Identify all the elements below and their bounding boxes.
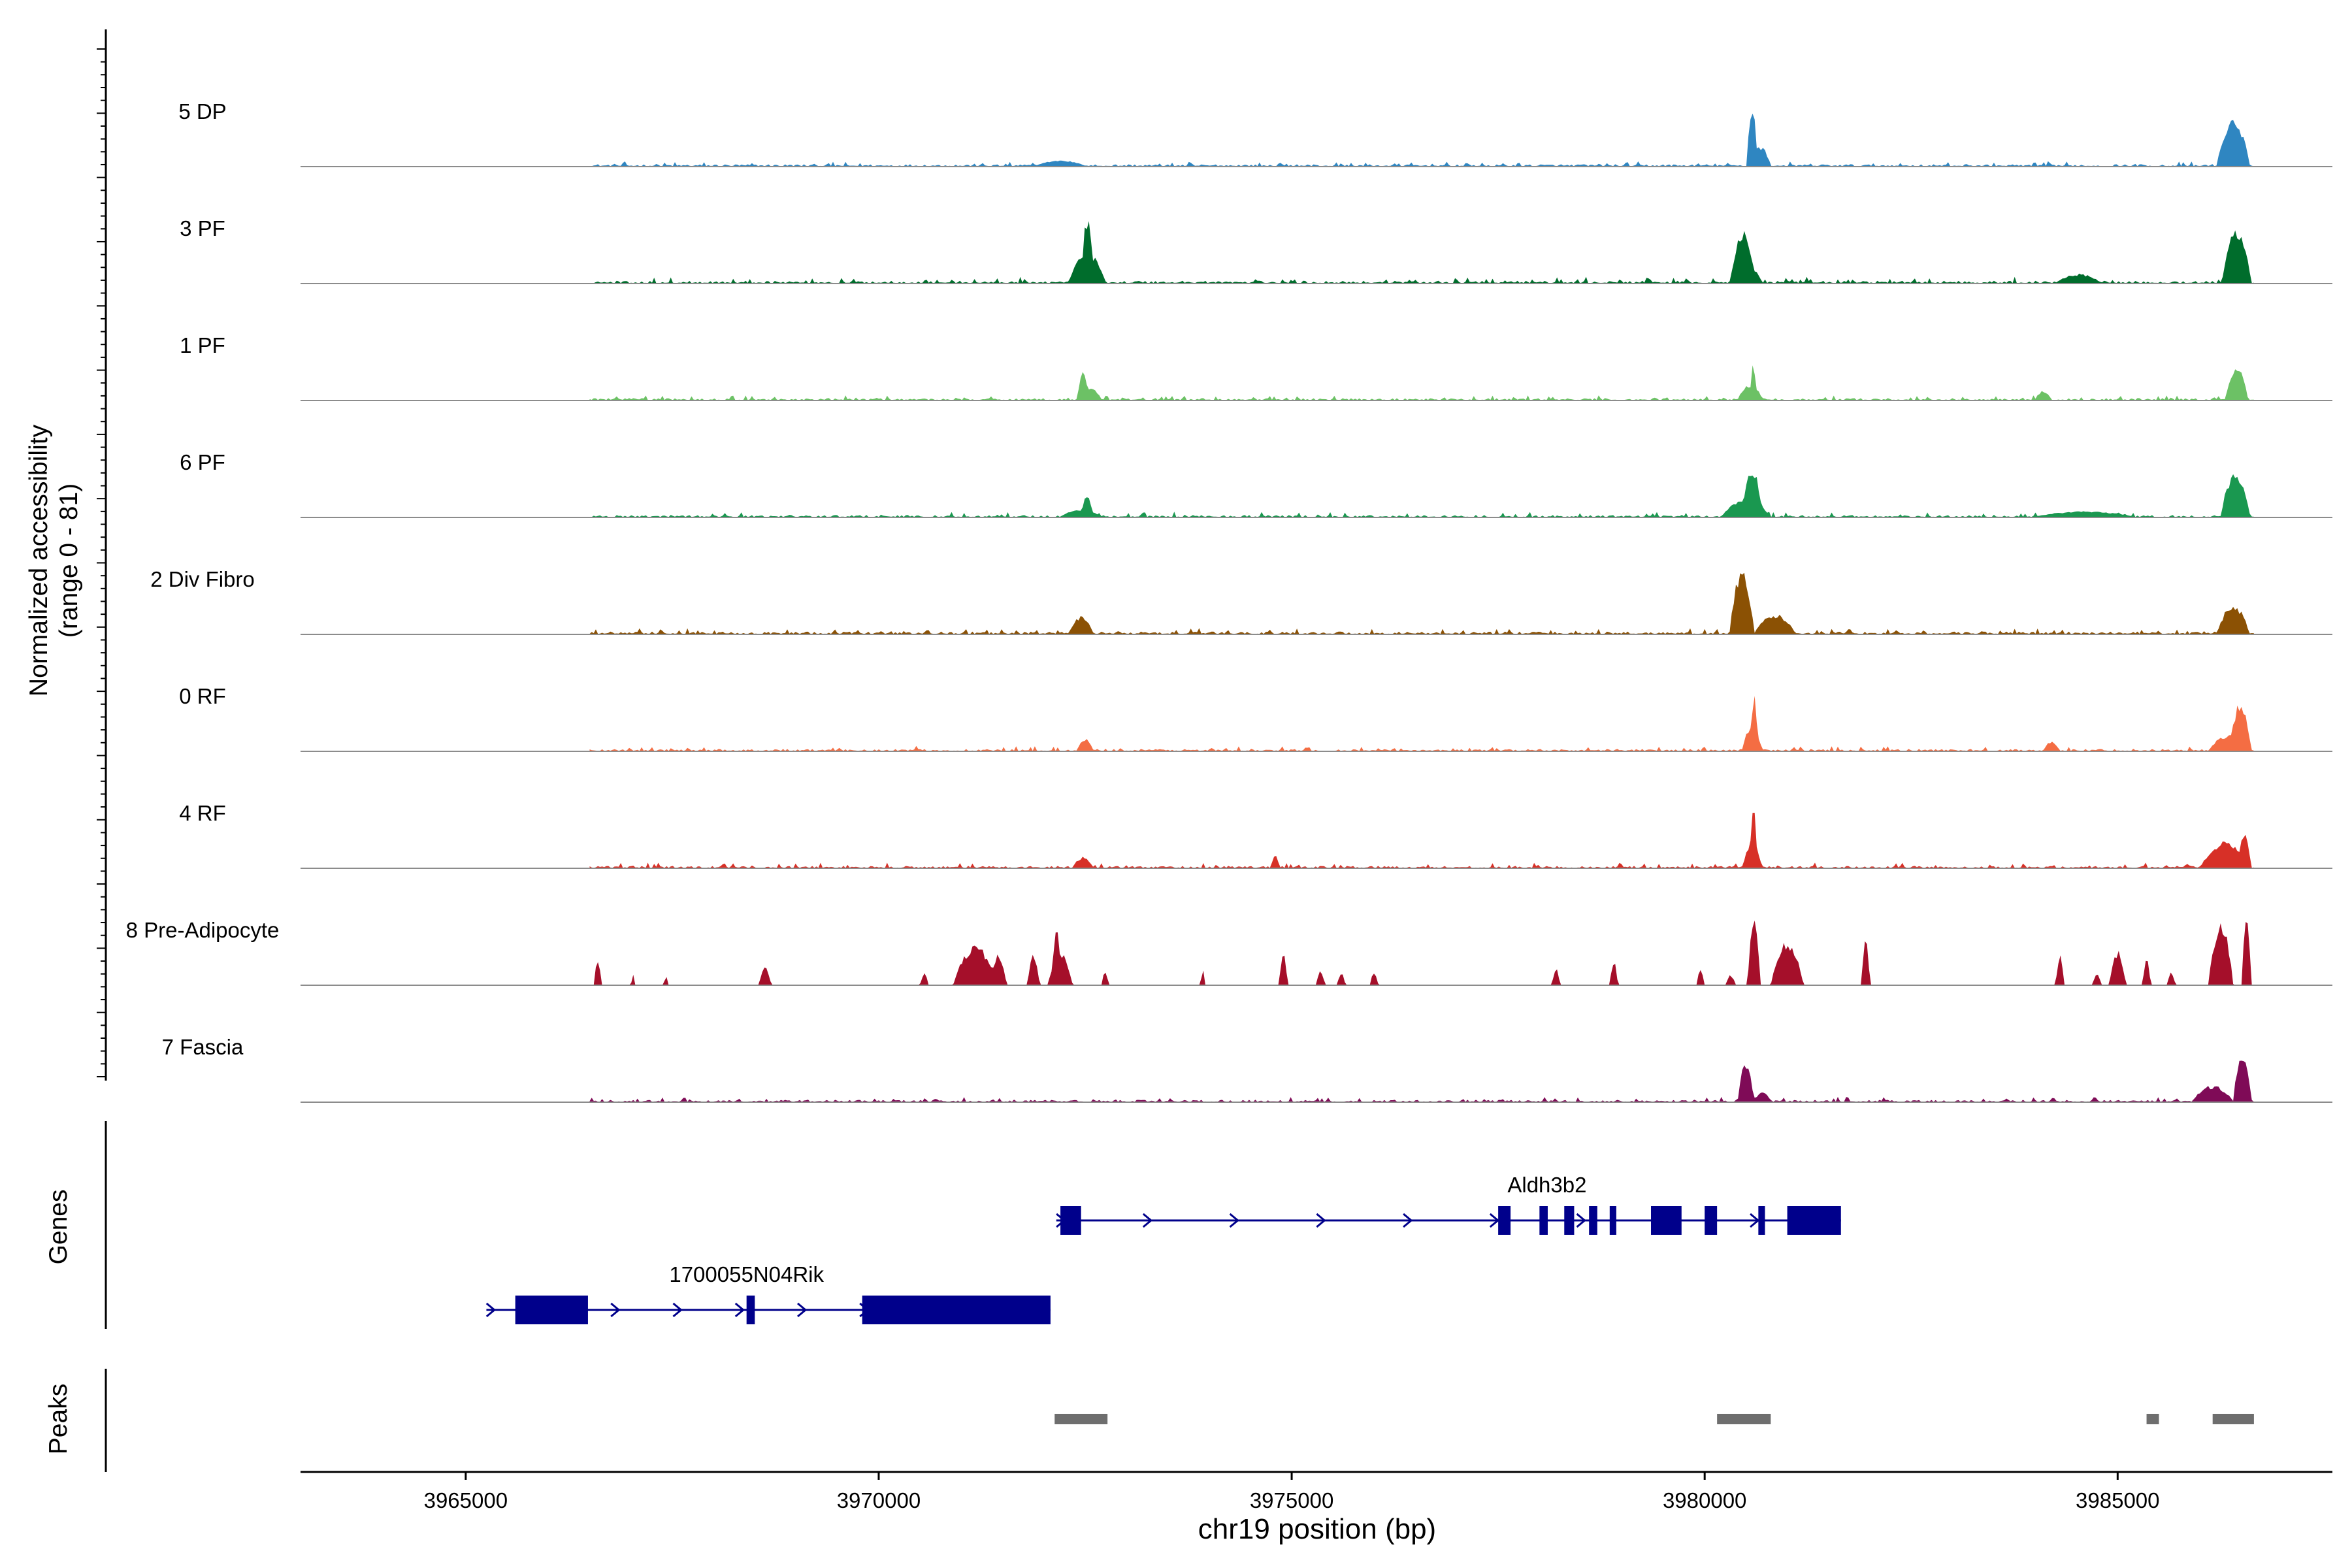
peaks-panel [105,1369,2254,1472]
track-label-7-fascia: 7 Fascia [162,1035,244,1059]
strand-arrow-icon [485,1302,497,1318]
strand-arrow-icon [734,1302,745,1318]
peak-region [1054,1414,1108,1424]
track-label-0-rf: 0 RF [179,684,226,708]
strand-arrow-icon [672,1302,683,1318]
coverage-area-4-rf [589,813,2254,868]
x-tick-label: 3970000 [837,1488,921,1512]
track-4-rf: 4 RF [179,801,2332,869]
coverage-area-2-div-fibro [589,572,2254,634]
track-label-8-pre-adipocyte: 8 Pre-Adipocyte [126,918,280,942]
strand-arrow-icon [1142,1213,1153,1228]
strand-arrow-icon [1229,1213,1239,1228]
gene-label-1700055n04rik: 1700055N04Rik [669,1262,824,1286]
peaks-panel-label: Peaks [44,1384,73,1454]
exon [746,1296,755,1324]
peak-region [2212,1414,2254,1424]
exon [1609,1206,1616,1235]
x-axis: 3965000 3970000 3975000 3980000 3985000 [301,1471,2332,1512]
track-label-4-rf: 4 RF [179,801,226,825]
track-0-rf: 0 RF [179,684,2332,752]
gene-1700055n04rik: 1700055N04Rik [485,1262,1051,1324]
strand-arrow-icon [796,1302,808,1318]
exon [1651,1206,1682,1235]
gene-aldh3b2: Aldh3b2 [1056,1173,1841,1235]
exon [1758,1206,1765,1235]
exon [1787,1206,1841,1235]
exon [515,1296,588,1324]
track-label-3-pf: 3 PF [180,216,225,240]
strand-arrow-icon [1403,1213,1413,1228]
x-tick-label: 3980000 [1663,1488,1746,1512]
track-1-pf: 1 PF [180,333,2332,401]
track-6-pf: 6 PF [180,450,2332,518]
genes-panel-label: Genes [44,1190,73,1265]
y-axis-title: Normalized accessibility [25,424,53,696]
coverage-area-0-rf [589,696,2254,751]
coverage-area-6-pf [589,474,2254,517]
strand-arrow-icon [1316,1213,1326,1228]
exon [1498,1206,1511,1235]
genes-panel: Aldh3b2 1700055N04Rik [105,1121,1841,1329]
x-tick-label: 3965000 [424,1488,508,1512]
track-2-div-fibro: 2 Div Fibro [150,567,2332,635]
strand-arrow-icon [1576,1213,1586,1228]
track-3-pf: 3 PF [180,216,2332,284]
exon [1589,1206,1597,1235]
y-axis-range: (range 0 - 81) [55,483,83,638]
exon [1060,1206,1081,1235]
coverage-panel: 5 DP 3 PF 1 PF 6 PF 2 Div Fibro 0 RF 4 RF 8 Pre… [97,29,2332,1103]
exon [862,1296,1051,1324]
peak-region [2146,1414,2159,1424]
track-7-fascia: 7 Fascia [162,1035,2332,1103]
exon [1564,1206,1575,1235]
track-label-1-pf: 1 PF [180,333,225,357]
x-tick-label: 3985000 [2076,1488,2159,1512]
coverage-area-8-pre-adipocyte [589,921,2254,985]
track-label-6-pf: 6 PF [180,450,225,474]
coverage-area-1-pf [589,365,2254,400]
gene-label-aldh3b2: Aldh3b2 [1507,1173,1586,1197]
x-axis-title: chr19 position (bp) [1198,1513,1436,1545]
coverage-area-7-fascia [589,1060,2254,1102]
track-8-pre-adipocyte: 8 Pre-Adipocyte [126,918,2332,986]
strand-arrow-icon [610,1302,621,1318]
track-label-5-dp: 5 DP [178,99,226,123]
strand-arrow-icon [1489,1213,1500,1228]
track-5-dp: 5 DP [178,99,2332,167]
exon [1705,1206,1718,1235]
coverage-area-3-pf [589,221,2254,284]
coverage-area-5-dp [589,113,2254,167]
peak-region [1717,1414,1771,1424]
track-label-2-div-fibro: 2 Div Fibro [150,567,255,591]
strand-arrow-icon [1750,1213,1760,1228]
x-tick-label: 3975000 [1250,1488,1333,1512]
exon [1539,1206,1548,1235]
